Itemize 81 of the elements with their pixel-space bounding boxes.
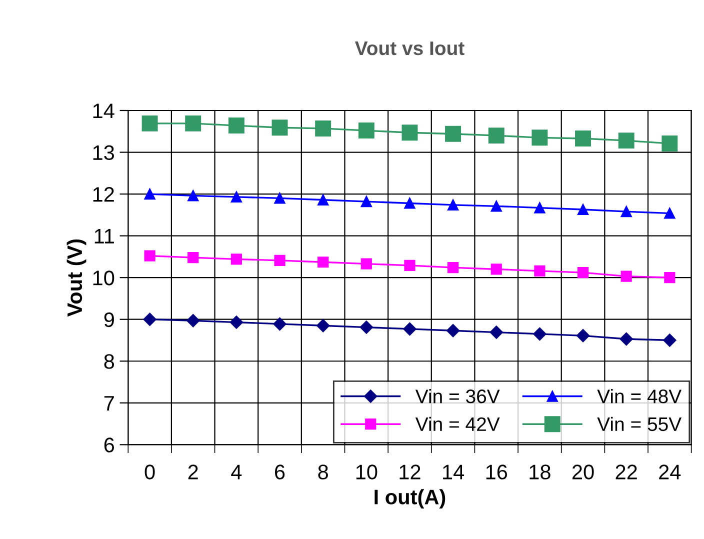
y-tick-label: 14 (93, 104, 114, 118)
point (403, 322, 416, 336)
point (533, 327, 546, 341)
point (228, 118, 244, 134)
point (662, 136, 678, 152)
point (490, 264, 502, 275)
point (318, 194, 329, 206)
point (490, 200, 502, 212)
x-tick-label: 2 (188, 464, 198, 480)
point (447, 262, 459, 274)
point (575, 130, 592, 146)
x-tick-label: 8 (318, 464, 328, 480)
y-axis-title: Vout (V) (66, 239, 86, 317)
y-tick-label: 8 (104, 354, 114, 369)
x-tick-label: 20 (572, 464, 594, 480)
legend-label: Vin = 55V (597, 416, 682, 432)
x-tick-label: 10 (356, 464, 378, 480)
point (318, 256, 329, 268)
y-tick-label: 12 (93, 187, 114, 202)
point (188, 190, 199, 202)
x-tick-label: 0 (144, 464, 155, 480)
point (360, 320, 373, 334)
point (664, 272, 676, 284)
point (360, 196, 372, 208)
point (186, 314, 200, 328)
point (274, 192, 286, 204)
point (577, 204, 589, 216)
x-tick-label: 22 (616, 464, 637, 480)
y-tick-label: 13 (93, 145, 114, 160)
point (144, 188, 156, 200)
point (142, 115, 158, 132)
point (274, 254, 286, 266)
x-axis-title: I out(A) (374, 489, 446, 509)
point (143, 312, 156, 326)
y-tick-label: 7 (104, 396, 114, 410)
point (490, 326, 503, 339)
point (447, 199, 459, 210)
point (577, 267, 589, 278)
point (620, 270, 632, 282)
y-tick-label: 10 (93, 270, 114, 286)
point (358, 122, 374, 139)
point (273, 317, 286, 331)
point (185, 115, 202, 132)
point (230, 316, 244, 329)
point (144, 250, 156, 262)
point (534, 265, 546, 276)
chart-title: Vout vs Iout (354, 42, 464, 56)
point (230, 191, 242, 203)
x-tick-label: 12 (400, 464, 420, 480)
point (402, 124, 418, 141)
point (620, 206, 632, 218)
y-tick-label: 11 (94, 229, 114, 244)
point (664, 208, 676, 219)
x-tick-label: 6 (275, 464, 285, 480)
x-tick-label: 18 (530, 464, 550, 480)
point (188, 252, 199, 264)
x-tick-label: 16 (486, 464, 508, 480)
point (576, 329, 590, 342)
point (534, 202, 546, 214)
legend-label: Vin = 36V (415, 388, 500, 404)
y-tick-label: 9 (104, 312, 114, 328)
point (446, 324, 460, 338)
point (663, 334, 676, 347)
point (532, 130, 548, 146)
point (445, 126, 462, 142)
point (360, 258, 372, 270)
point (272, 120, 288, 136)
point (230, 254, 242, 265)
point (618, 132, 634, 149)
legend-label: Vin = 48V (597, 388, 682, 404)
x-tick-label: 24 (659, 464, 681, 480)
y-tick-label: 6 (104, 438, 114, 452)
point (315, 120, 332, 136)
x-tick-label: 14 (443, 464, 464, 480)
point (620, 332, 633, 346)
legend-label: Vin = 42V (415, 416, 500, 431)
x-tick-label: 4 (231, 464, 242, 480)
point (488, 128, 504, 144)
point (404, 198, 416, 209)
point (316, 319, 330, 332)
point (404, 260, 416, 272)
